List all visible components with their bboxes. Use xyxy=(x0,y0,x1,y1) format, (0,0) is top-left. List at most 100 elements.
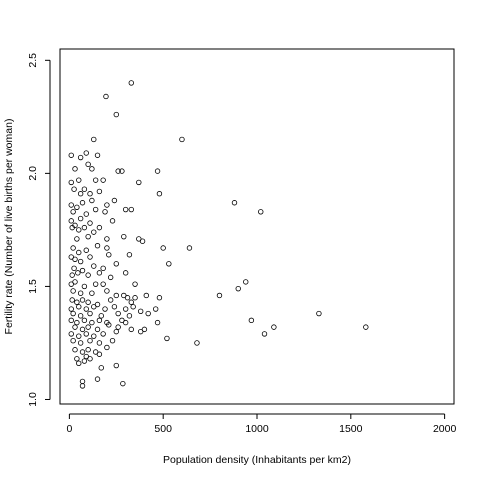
y-tick-label: 2.5 xyxy=(27,53,39,68)
data-point xyxy=(96,224,103,231)
data-point xyxy=(132,281,138,287)
plot-frame xyxy=(59,48,455,405)
data-point xyxy=(77,215,84,222)
data-point xyxy=(111,197,118,204)
data-point xyxy=(154,168,161,174)
data-point xyxy=(96,317,103,324)
data-point xyxy=(111,304,118,310)
data-point xyxy=(248,317,255,324)
data-point xyxy=(81,224,88,231)
data-point xyxy=(87,310,93,317)
data-point xyxy=(141,326,148,333)
data-point xyxy=(102,306,108,312)
data-point xyxy=(81,186,88,192)
data-point xyxy=(87,220,93,226)
data-point xyxy=(124,295,131,301)
data-point xyxy=(79,349,86,355)
data-point xyxy=(160,245,166,251)
data-point xyxy=(85,233,91,240)
data-point xyxy=(76,360,82,366)
data-point xyxy=(113,261,119,267)
data-point xyxy=(72,166,78,172)
data-point xyxy=(231,200,238,206)
data-point xyxy=(104,202,110,208)
data-point xyxy=(261,331,268,337)
data-point xyxy=(89,197,95,204)
data-point xyxy=(166,261,172,267)
data-point xyxy=(156,191,163,197)
data-point xyxy=(85,299,91,305)
data-point xyxy=(119,168,125,174)
data-point xyxy=(100,281,106,287)
data-point xyxy=(96,270,103,276)
data-point xyxy=(98,313,104,319)
data-point xyxy=(271,324,277,330)
data-point xyxy=(139,238,146,244)
data-point xyxy=(154,319,161,326)
data-point xyxy=(100,331,106,337)
data-point xyxy=(77,154,84,161)
data-point xyxy=(109,218,116,224)
data-point xyxy=(107,274,114,281)
data-point xyxy=(79,267,86,274)
data-point xyxy=(76,177,82,183)
data-point xyxy=(72,256,78,262)
data-point xyxy=(98,365,104,371)
data-point xyxy=(76,304,82,310)
data-point xyxy=(87,191,93,197)
data-point xyxy=(94,152,101,158)
data-point xyxy=(156,295,163,301)
data-point xyxy=(137,308,144,314)
data-point xyxy=(115,324,121,330)
data-point xyxy=(100,265,106,272)
data-point xyxy=(122,270,129,276)
data-point xyxy=(130,304,136,310)
data-point xyxy=(104,236,110,242)
data-point xyxy=(68,306,74,312)
data-point xyxy=(106,252,112,258)
data-point xyxy=(70,245,76,251)
data-point xyxy=(81,283,88,290)
data-point xyxy=(85,347,91,353)
data-point xyxy=(71,186,77,192)
data-point xyxy=(92,281,99,287)
data-point xyxy=(68,331,74,337)
data-point xyxy=(72,347,78,353)
data-point xyxy=(121,233,127,240)
data-point xyxy=(69,272,75,278)
data-point xyxy=(68,152,74,158)
data-point xyxy=(128,326,134,333)
data-point xyxy=(104,344,110,351)
data-point xyxy=(179,136,185,143)
data-point xyxy=(115,168,121,174)
data-point xyxy=(96,351,103,357)
data-point xyxy=(115,310,121,317)
data-point xyxy=(85,272,91,278)
data-point xyxy=(128,299,134,305)
data-point xyxy=(85,324,91,330)
data-point xyxy=(106,322,112,328)
data-point xyxy=(72,279,78,285)
data-point xyxy=(145,310,151,317)
data-point xyxy=(92,177,99,183)
data-point xyxy=(77,191,84,197)
data-point xyxy=(258,209,264,215)
data-point xyxy=(74,319,80,326)
data-point xyxy=(69,224,75,231)
data-point xyxy=(76,333,82,339)
data-point xyxy=(91,136,97,143)
data-point xyxy=(72,324,78,330)
data-point xyxy=(79,297,86,303)
data-point xyxy=(87,254,93,260)
x-tick-label: 1000 xyxy=(245,423,269,435)
data-point xyxy=(81,358,88,364)
data-point xyxy=(102,209,108,215)
data-point xyxy=(85,161,91,168)
data-point xyxy=(94,376,101,382)
data-point xyxy=(89,290,95,296)
data-point xyxy=(89,319,95,326)
x-tick-label: 1500 xyxy=(339,423,363,435)
data-point xyxy=(94,243,101,249)
data-point xyxy=(96,188,103,195)
